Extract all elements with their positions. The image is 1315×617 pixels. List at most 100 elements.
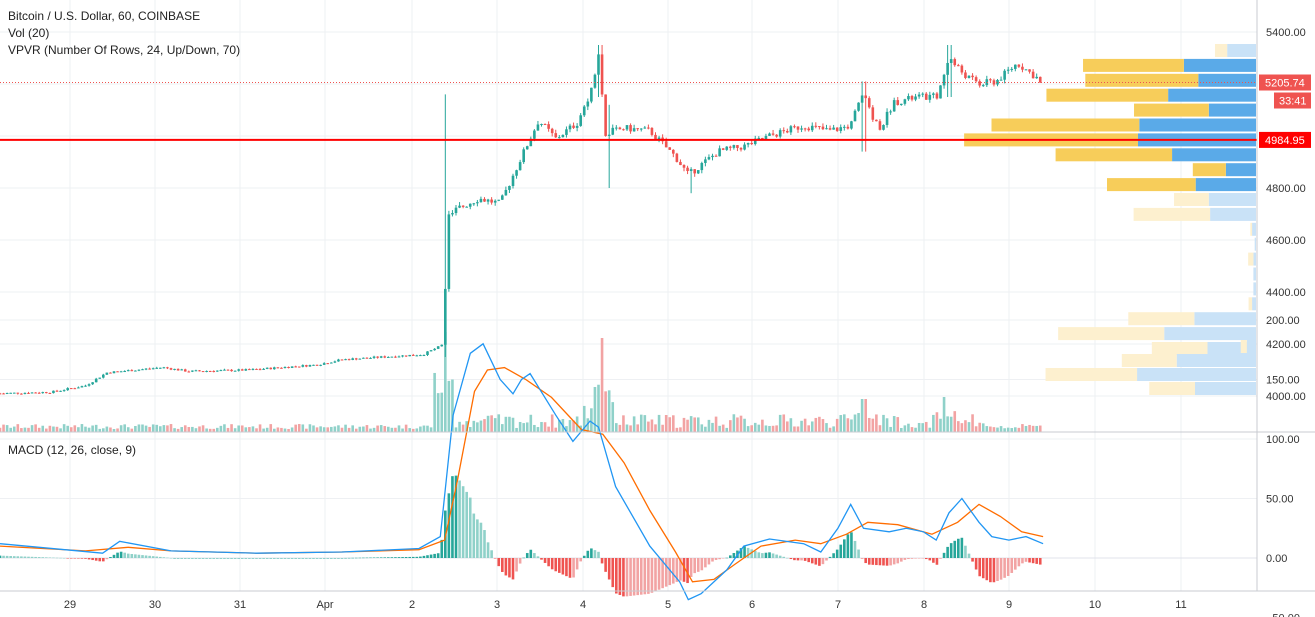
macd-histogram-bar bbox=[9, 556, 12, 558]
vp-up-bar bbox=[1183, 58, 1256, 72]
volume-bar bbox=[582, 405, 586, 432]
macd-histogram-bar bbox=[1006, 558, 1010, 576]
candle-body bbox=[404, 355, 408, 357]
volume-bar bbox=[771, 425, 775, 432]
macd-histogram-bar bbox=[486, 542, 490, 558]
macd-histogram-bar bbox=[226, 558, 230, 559]
candle-body bbox=[771, 133, 775, 135]
candle-body bbox=[258, 369, 262, 371]
volume-bar bbox=[821, 419, 825, 432]
volume-bar bbox=[992, 427, 996, 432]
macd-histogram-bar bbox=[622, 558, 625, 597]
macd-histogram-bar bbox=[907, 558, 910, 560]
macd-histogram-bar bbox=[561, 558, 565, 575]
macd-histogram-bar bbox=[301, 558, 305, 559]
candle-body bbox=[989, 79, 992, 81]
candle-body bbox=[508, 185, 511, 190]
volume-bar bbox=[803, 418, 807, 432]
macd-histogram-bar bbox=[611, 558, 615, 588]
candle-body bbox=[52, 390, 55, 394]
macd-histogram-bar bbox=[547, 558, 550, 567]
macd-histogram-bar bbox=[326, 558, 330, 559]
volume-bar bbox=[953, 411, 957, 432]
volume-bar bbox=[629, 425, 632, 432]
macd-histogram-bar bbox=[169, 558, 173, 559]
volume-bar bbox=[123, 424, 126, 432]
candlesticks[interactable] bbox=[0, 45, 1042, 395]
macd-histogram-bar bbox=[924, 558, 928, 560]
macd-histogram-bar bbox=[262, 558, 265, 559]
volume-bar bbox=[1017, 427, 1021, 432]
volume-bar bbox=[942, 397, 946, 432]
volume-bar bbox=[725, 427, 729, 432]
candle-body bbox=[130, 370, 134, 372]
volume-bar bbox=[504, 416, 508, 432]
volume-bar bbox=[547, 426, 550, 432]
candle-body bbox=[736, 145, 739, 148]
volume-bars bbox=[0, 332, 1042, 432]
macd-histogram-bar bbox=[875, 558, 878, 566]
macd-histogram-bar bbox=[654, 558, 657, 592]
volume-bar bbox=[732, 414, 736, 432]
volume-bar bbox=[939, 418, 942, 432]
macd-histogram-bar bbox=[764, 552, 768, 558]
macd-histogram-bar bbox=[1024, 558, 1028, 562]
candle-body bbox=[87, 384, 91, 386]
volume-bar bbox=[511, 417, 515, 432]
macd-histogram-bar bbox=[408, 556, 411, 558]
volume-bar bbox=[162, 425, 166, 432]
price-tick-label: 5400.00 bbox=[1266, 27, 1306, 39]
candle-body bbox=[775, 134, 778, 137]
volume-bar bbox=[404, 424, 408, 432]
vp-up-bar bbox=[1168, 88, 1256, 102]
candle-body bbox=[860, 95, 864, 103]
macd-histogram-bar bbox=[183, 558, 187, 559]
macd-histogram-bar bbox=[27, 556, 30, 558]
macd-histogram-bar bbox=[672, 558, 675, 584]
volume-bar bbox=[280, 427, 283, 432]
volume-bar bbox=[223, 424, 226, 432]
volume-bar bbox=[187, 427, 191, 432]
volume-bar bbox=[949, 416, 953, 432]
macd-histogram-bar bbox=[12, 556, 16, 558]
candle-body bbox=[832, 127, 835, 130]
macd-histogram-bar bbox=[315, 558, 319, 559]
volume-bar bbox=[80, 424, 84, 432]
macd-tick-label: 0.00 bbox=[1266, 553, 1287, 565]
candle-body bbox=[66, 388, 69, 391]
volume-bar bbox=[91, 425, 94, 432]
candle-body bbox=[704, 159, 707, 163]
volume-bar bbox=[134, 425, 137, 432]
candle-body bbox=[436, 346, 440, 349]
macd-histogram-bar bbox=[757, 552, 761, 558]
candle-body bbox=[30, 392, 34, 394]
macd-histogram-bar bbox=[23, 556, 27, 558]
candle-body bbox=[700, 162, 704, 171]
candle-body bbox=[116, 371, 119, 373]
volume-bar bbox=[216, 427, 219, 432]
vp-down-bar bbox=[1248, 252, 1254, 266]
volume-bar bbox=[867, 417, 871, 432]
macd-histogram-bar bbox=[358, 557, 362, 559]
volume-bar bbox=[967, 422, 971, 432]
volume-bar bbox=[935, 412, 939, 432]
volume-bar bbox=[198, 426, 201, 432]
candle-body bbox=[230, 369, 233, 372]
candle-body bbox=[540, 124, 543, 126]
candle-body bbox=[201, 371, 205, 373]
macd-histogram-bar bbox=[205, 558, 208, 559]
macd-histogram-bar bbox=[967, 553, 971, 558]
macd-histogram-bar bbox=[928, 558, 932, 561]
macd-histogram-bar bbox=[20, 556, 23, 558]
volume-bar bbox=[985, 426, 989, 432]
macd-pane[interactable] bbox=[0, 342, 1257, 601]
time-tick-label: 30 bbox=[149, 599, 161, 611]
macd-histogram-bar bbox=[280, 558, 283, 559]
candle-body bbox=[978, 81, 981, 86]
candle-body bbox=[846, 126, 850, 129]
volume-bar bbox=[347, 427, 351, 432]
candle-body bbox=[501, 195, 504, 200]
candle-body bbox=[415, 355, 419, 357]
